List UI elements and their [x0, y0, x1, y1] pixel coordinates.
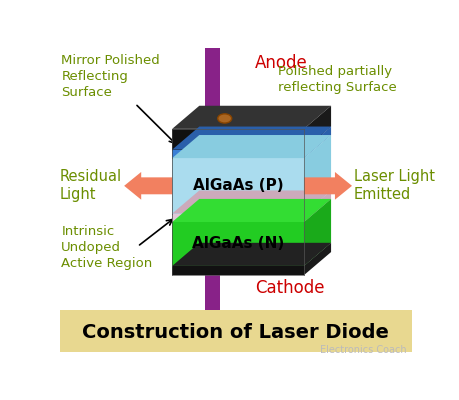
Polygon shape [172, 199, 330, 222]
Polygon shape [303, 199, 330, 266]
Text: Mirror Polished
Reflecting
Surface: Mirror Polished Reflecting Surface [61, 54, 160, 99]
Text: Electronics Coach: Electronics Coach [319, 345, 405, 355]
Polygon shape [172, 106, 330, 129]
Polygon shape [172, 243, 330, 266]
Text: AlGaAs (N): AlGaAs (N) [191, 236, 284, 252]
Bar [60, 310, 411, 352]
Bar [172, 150, 303, 158]
Polygon shape [172, 135, 330, 158]
Bar [172, 129, 303, 150]
FancyArrow shape [124, 172, 172, 200]
Polygon shape [172, 126, 330, 150]
Polygon shape [172, 190, 330, 214]
Text: Residual
Light: Residual Light [60, 169, 122, 202]
Text: Cathode: Cathode [255, 279, 324, 297]
Text: AlGaAs (P): AlGaAs (P) [192, 178, 283, 193]
Text: Anode: Anode [255, 54, 307, 72]
Text: Intrinsic
Undoped
Active Region: Intrinsic Undoped Active Region [61, 225, 152, 270]
Polygon shape [303, 190, 330, 222]
Bar [204, 48, 220, 310]
Bar [172, 222, 303, 266]
Polygon shape [303, 126, 330, 158]
Bar [172, 214, 303, 222]
Polygon shape [303, 243, 330, 275]
Text: Laser Light
Emitted: Laser Light Emitted [353, 169, 434, 202]
Text: Polished partially
reflecting Surface: Polished partially reflecting Surface [278, 65, 396, 94]
Bar [172, 158, 303, 214]
Polygon shape [303, 135, 330, 214]
FancyArrow shape [303, 172, 351, 200]
Bar [172, 266, 303, 275]
Polygon shape [303, 106, 330, 150]
Text: Construction of Laser Diode: Construction of Laser Diode [82, 324, 388, 342]
Ellipse shape [217, 114, 231, 123]
